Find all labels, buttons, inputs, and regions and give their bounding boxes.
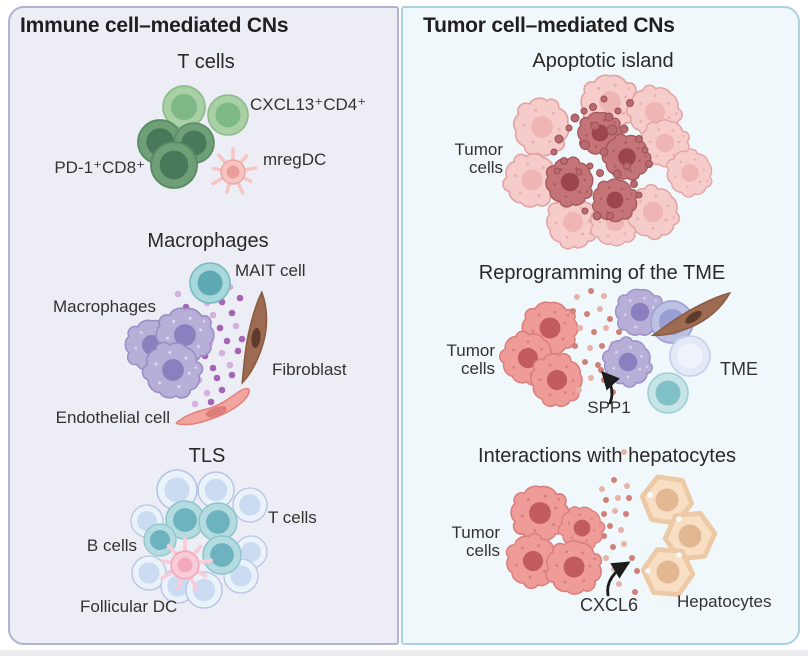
apoptotic-island-cluster (496, 75, 721, 255)
hepatocyte-notch (645, 568, 651, 574)
tumor-cells-label-hepatocytes: Tumor cells (451, 523, 501, 560)
tls-b-cells-label: B cells (86, 536, 137, 555)
tme-light-cell (670, 336, 710, 376)
apoptotic-island-title: Apoptotic island (532, 50, 674, 72)
tumor-panel-title: Tumor cell–mediated CNs (423, 14, 675, 37)
hepatocytes-label: Hepatocytes (677, 592, 772, 611)
cd4-t-cell (208, 95, 248, 135)
mregdc-label: mregDC (263, 150, 327, 169)
fibroblast-label: Fibroblast (272, 360, 347, 379)
tls-section-title: TLS (188, 445, 226, 467)
tls-b-cell (199, 503, 237, 541)
apoptotic-debris (550, 95, 653, 221)
tumor-cells-label-reprogramming: Tumor cells (446, 341, 496, 378)
macrophage-neighborhood (125, 263, 270, 426)
figure-bottom-edge (0, 650, 808, 656)
hepatocyte-interactions-title: Interactions with hepatocytes (478, 445, 736, 467)
macrophages-label: Macrophages (52, 297, 156, 316)
tls-t-cells-label: T cells (268, 508, 317, 527)
tme-teal-cell (648, 373, 688, 413)
mait-label: MAIT cell (235, 261, 306, 280)
mait-cell (190, 263, 230, 303)
tumor-panel-art (401, 6, 735, 645)
immune-panel-title: Immune cell–mediated CNs (20, 14, 289, 37)
cxcl6-arrow (606, 561, 631, 597)
immune-panel: Immune cell–mediated CNs T cells CXCL13⁺… (8, 6, 399, 645)
t-cells-section-title: T cells (177, 51, 235, 73)
follicular-dc-label: Follicular DC (80, 597, 178, 616)
cxcl6-signal-dots (599, 477, 640, 595)
hepatocyte-interaction-cluster (498, 475, 718, 600)
fibroblast-cell (242, 291, 270, 385)
endothelial-label: Endothelial cell (55, 408, 170, 427)
tls-t-cell (233, 488, 267, 522)
hepatocyte-notch (676, 552, 682, 558)
spp1-label: SPP1 (587, 398, 631, 417)
tme-reprogramming-cluster (491, 285, 735, 455)
cd4-label: CXCL13⁺CD4⁺ (250, 95, 367, 114)
hepatocyte-notch (647, 492, 653, 498)
tls-b-cell (203, 536, 241, 574)
tls-cluster (131, 470, 267, 608)
mregdc-cell (213, 149, 256, 193)
spp1-signal-dots (570, 288, 627, 455)
t-cell-cluster (138, 86, 256, 193)
macrophages-section-title: Macrophages (147, 230, 269, 252)
tumor-cells-label-apoptotic: Tumor cells (454, 140, 504, 177)
tme-label: TME (720, 359, 758, 379)
hepatocyte-notch (676, 516, 682, 522)
tumor-panel: Tumor cell–mediated CNs Apoptotic island… (401, 6, 800, 645)
spp1-arrow (601, 370, 620, 405)
tumor-cell (510, 94, 573, 160)
cd8-label: PD-1⁺CD8⁺ (54, 158, 145, 177)
cxcl6-label: CXCL6 (580, 595, 639, 615)
reprogramming-title: Reprogramming of the TME (478, 262, 726, 284)
cd8-t-cell (151, 142, 197, 188)
immune-panel-art (8, 86, 270, 608)
